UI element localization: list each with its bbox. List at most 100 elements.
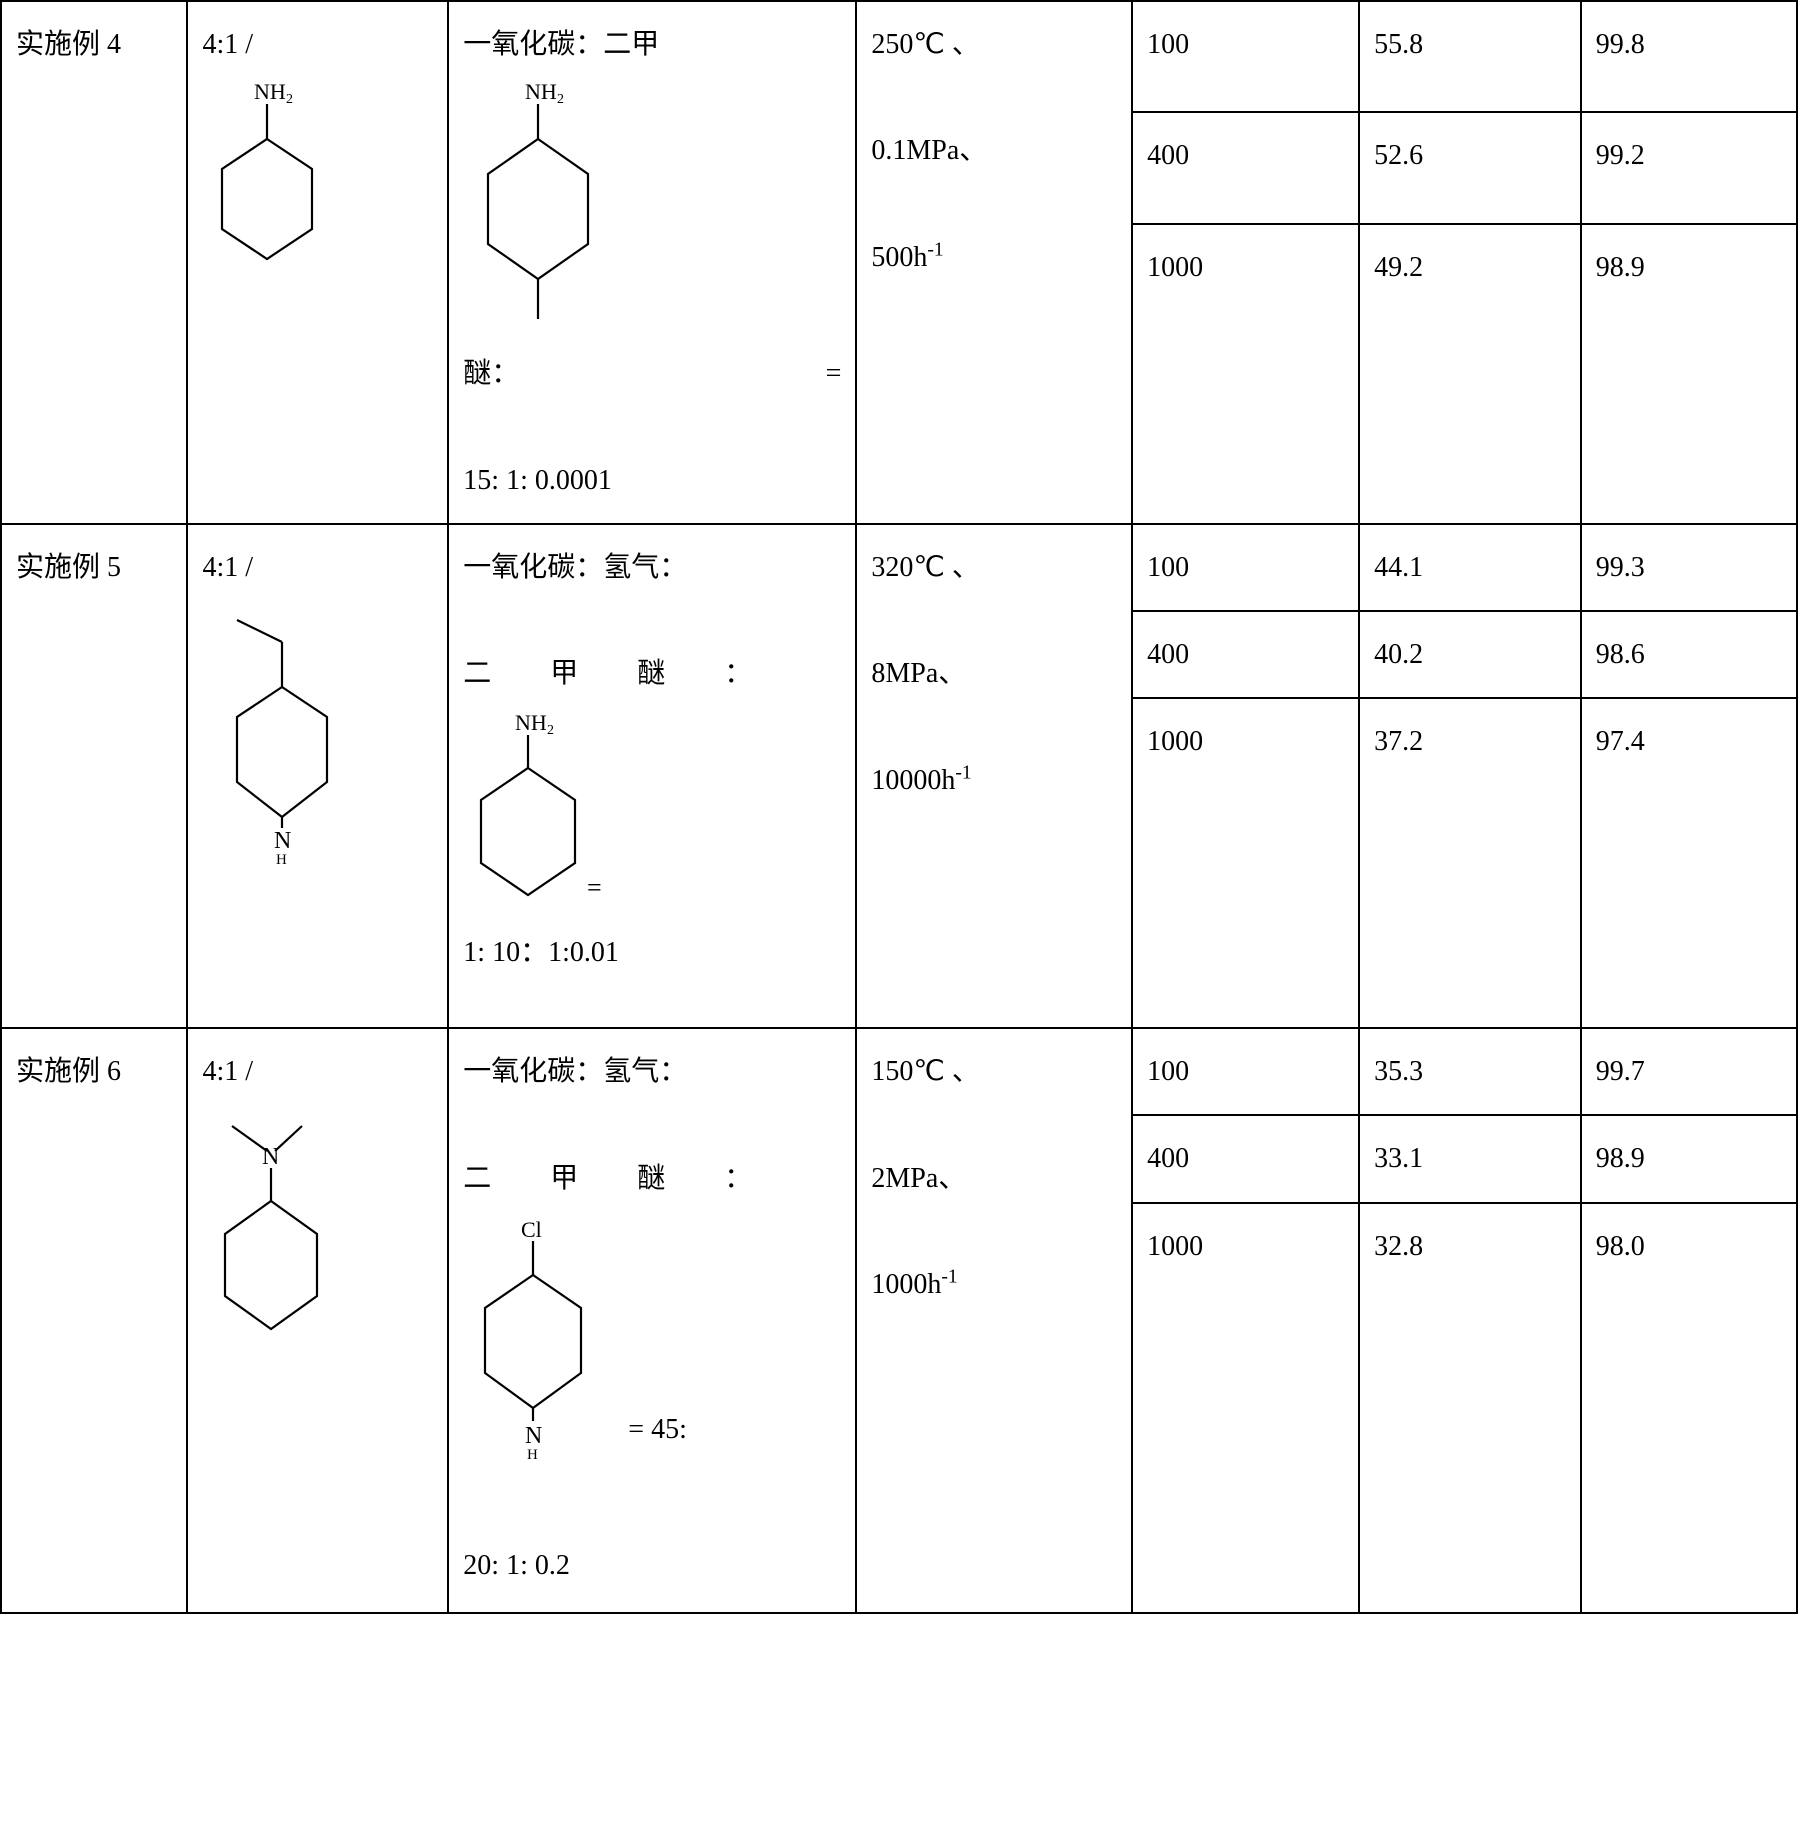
data-cell: 35.3 [1359,1028,1581,1115]
mix-line2: 二 甲 醚 ： [463,1163,778,1194]
data-cell: 52.6 [1359,112,1581,223]
cond-press: 2MPa、 [871,1163,966,1194]
ratio-text: 4:1 / [202,552,253,583]
svg-text:2: 2 [547,723,554,738]
svg-text:2: 2 [557,92,564,107]
cond-ghsv-base: 1000h [871,1269,941,1300]
data-cell: 400 [1132,112,1359,223]
molecule-cyclohexylamine-icon: NH 2 [202,79,332,279]
cond-press: 8MPa、 [871,658,966,689]
cond-temp: 150℃ 、 [871,1056,979,1087]
molecule-cyclohexylamine-icon: NH 2 = [463,708,613,918]
cond-ghsv-exp: -1 [955,762,971,783]
svg-text:NH: NH [525,79,557,104]
cond-ghsv-base: 10000h [871,765,955,796]
example-label: 实施例 6 [16,1056,121,1087]
example-label-cell: 实施例 6 [1,1028,187,1612]
conditions-cell: 150℃ 、 2MPa、 1000h-1 [856,1028,1132,1612]
value: 37.2 [1374,726,1423,757]
value: 100 [1147,552,1189,583]
molecule-dimethylcyclohexylamine-icon: N [202,1106,352,1356]
mixture-cell: 一氧化碳：二甲 NH 2 醚： = 15: 1: 0.0001 [448,1,856,524]
example-label-cell: 实施例 4 [1,1,187,524]
mixture-cell: 一氧化碳：氢气： 二 甲 醚 ： Cl N H = 45: 20: 1: 0.2 [448,1028,856,1612]
data-cell: 98.9 [1581,1115,1797,1202]
svg-text:=: = [587,873,602,902]
example-label: 实施例 4 [16,29,121,60]
molecule-4-ethylpiperidine-icon: N H [202,602,352,872]
svg-text:H: H [276,852,287,868]
ratio-text: 4:1 / [202,29,253,60]
svg-text:Cl: Cl [521,1217,542,1242]
svg-text:N: N [274,828,291,854]
mix-line1: 一氧化碳：氢气： [463,1056,687,1087]
data-cell: 33.1 [1359,1115,1581,1202]
cond-temp: 320℃ 、 [871,552,979,583]
data-cell: 98.0 [1581,1203,1797,1613]
svg-text:H: H [527,1447,538,1463]
value: 49.2 [1374,252,1423,283]
value: 400 [1147,1143,1189,1174]
data-cell: 98.9 [1581,224,1797,524]
mix-ratio: 20: 1: 0.2 [463,1550,570,1581]
value: 55.8 [1374,29,1423,60]
data-cell: 99.7 [1581,1028,1797,1115]
value: 1000 [1147,726,1203,757]
cond-ghsv-base: 500h [871,242,927,273]
value: 33.1 [1374,1143,1423,1174]
data-cell: 100 [1132,524,1359,611]
table-row: 实施例 6 4:1 / N 一氧化碳：氢气： 二 甲 醚 ： [1,1028,1797,1115]
value: 44.1 [1374,552,1423,583]
data-cell: 400 [1132,611,1359,698]
ratio-text: 4:1 / [202,1056,253,1087]
mix-line1: 一氧化碳：氢气： [463,552,687,583]
mix-line2: 二 甲 醚 ： [463,658,778,689]
molecule-4-methylcyclohexylamine-icon: NH 2 [463,79,613,339]
svg-text:NH: NH [515,710,547,735]
data-cell: 49.2 [1359,224,1581,524]
value: 98.0 [1596,1231,1645,1262]
value: 99.3 [1596,552,1645,583]
data-cell: 99.3 [1581,524,1797,611]
ratio-cell: 4:1 / N H [187,524,448,1028]
value: 99.2 [1596,140,1645,171]
mix-eq: = 45: [628,1403,687,1456]
data-cell: 1000 [1132,1203,1359,1613]
value: 400 [1147,639,1189,670]
ratio-cell: 4:1 / NH 2 [187,1,448,524]
value: 99.8 [1596,29,1645,60]
value: 400 [1147,140,1189,171]
mix-ratio: 15: 1: 0.0001 [463,465,612,496]
value: 35.3 [1374,1056,1423,1087]
value: 99.7 [1596,1056,1645,1087]
mix-mid: 醚： [463,358,519,389]
value: 40.2 [1374,639,1423,670]
value: 98.9 [1596,1143,1645,1174]
data-cell: 32.8 [1359,1203,1581,1613]
value: 1000 [1147,1231,1203,1262]
value: 52.6 [1374,140,1423,171]
cond-ghsv-exp: -1 [941,1267,957,1288]
data-cell: 100 [1132,1028,1359,1115]
data-cell: 37.2 [1359,698,1581,1028]
table-row: 实施例 4 4:1 / NH 2 一氧化碳：二甲 [1,1,1797,112]
conditions-cell: 250℃ 、 0.1MPa、 500h-1 [856,1,1132,524]
cond-press: 0.1MPa、 [871,135,987,166]
value: 100 [1147,1056,1189,1087]
data-cell: 44.1 [1359,524,1581,611]
value: 98.6 [1596,639,1645,670]
ratio-cell: 4:1 / N [187,1028,448,1612]
data-cell: 99.2 [1581,112,1797,223]
table-row: 实施例 5 4:1 / N H 一氧化碳：氢气： [1,524,1797,611]
data-cell: 400 [1132,1115,1359,1202]
data-cell: 98.6 [1581,611,1797,698]
value: 32.8 [1374,1231,1423,1262]
data-cell: 1000 [1132,224,1359,524]
molecule-4-chloropiperidine-icon: Cl N H [463,1213,613,1478]
data-cell: 97.4 [1581,698,1797,1028]
value: 98.9 [1596,252,1645,283]
example-label: 实施例 5 [16,552,121,583]
svg-text:N: N [262,1144,279,1170]
mix-prefix: 一氧化碳：二甲 [463,29,659,60]
cond-temp: 250℃ 、 [871,29,979,60]
